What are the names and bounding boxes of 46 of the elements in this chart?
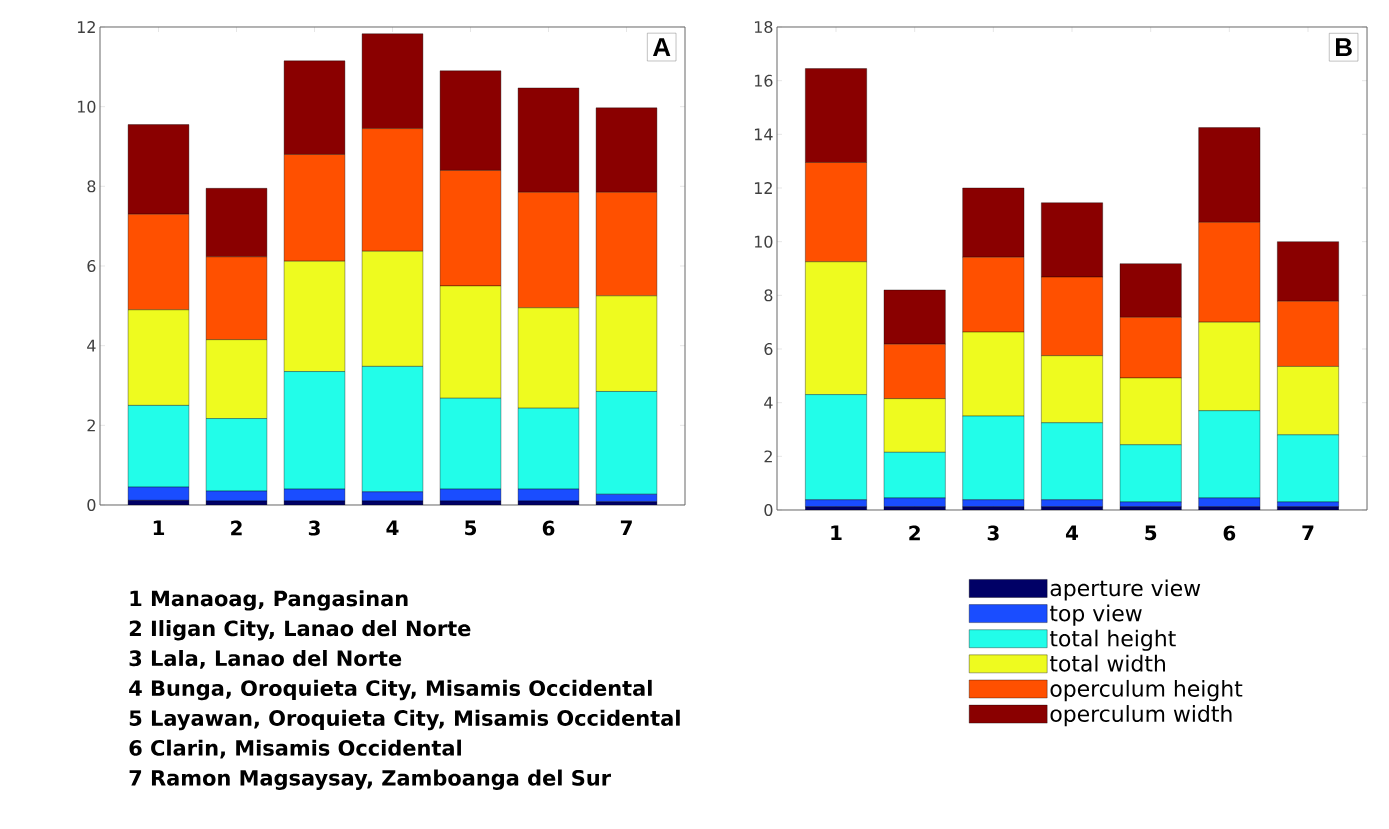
- legend-label: aperture view: [1050, 579, 1201, 601]
- y-tick-label: 6: [87, 259, 96, 273]
- x-tick-label: 3: [308, 520, 320, 536]
- y-tick-label: 2: [764, 450, 772, 463]
- y-tick-label: 12: [77, 21, 95, 33]
- y-tick-label: 16: [754, 74, 773, 87]
- text: 4 Bunga, Oroquieta City, Misamis Occidental: [129, 679, 652, 701]
- y-tick-label: 6: [764, 342, 773, 356]
- x-tick-label: 5: [1145, 525, 1157, 541]
- legend-label: operculum width: [1050, 705, 1232, 727]
- y-tick-label: 8: [764, 289, 773, 302]
- text: 5 Layawan, Oroquieta City, Misamis Occidental: [129, 709, 680, 731]
- x-tick-label: 4: [1065, 525, 1079, 541]
- y-tick-label: 8: [87, 180, 96, 193]
- x-tick-label: 6: [1223, 525, 1236, 541]
- legend-label: total width: [1049, 654, 1165, 672]
- legend-label: operculum height: [1050, 679, 1243, 702]
- x-tick-label: 6: [542, 520, 555, 536]
- text: 6 Clarin, Misamis Occidental: [129, 739, 461, 759]
- y-tick-label: 12: [754, 182, 772, 194]
- x-tick-label: 2: [909, 525, 920, 541]
- y-tick-label: 14: [754, 128, 773, 141]
- chart-title: B: [1335, 38, 1352, 57]
- y-tick-label: 4: [764, 396, 773, 409]
- x-tick-label: 1: [153, 520, 165, 536]
- y-tick-label: 10: [77, 100, 96, 113]
- x-tick-label: 7: [1302, 525, 1314, 541]
- y-tick-label: 4: [87, 339, 96, 352]
- chart-title: A: [652, 38, 671, 56]
- x-tick-label: 5: [465, 520, 477, 536]
- x-tick-label: 3: [987, 525, 999, 541]
- x-tick-label: 2: [231, 520, 242, 536]
- y-tick-label: 0: [764, 503, 773, 517]
- y-tick-label: 18: [754, 20, 773, 34]
- x-tick-label: 4: [386, 520, 399, 536]
- text: 1 Manaoag, Pangasinan: [130, 590, 408, 611]
- legend-label: top view: [1049, 604, 1142, 626]
- text: 3 Lala, Lanao del Norte: [129, 649, 402, 669]
- text: 2 Iligan City, Lanao del Norte: [129, 620, 471, 641]
- y-tick-label: 0: [87, 498, 96, 512]
- x-tick-label: 7: [620, 520, 632, 536]
- y-tick-label: 2: [87, 419, 95, 432]
- legend-label: total height: [1049, 629, 1176, 651]
- x-tick-label: 1: [831, 525, 842, 541]
- text: 7 Ramon Magsaysay, Zamboanga del Sur: [129, 769, 611, 790]
- y-tick-label: 10: [754, 235, 773, 248]
